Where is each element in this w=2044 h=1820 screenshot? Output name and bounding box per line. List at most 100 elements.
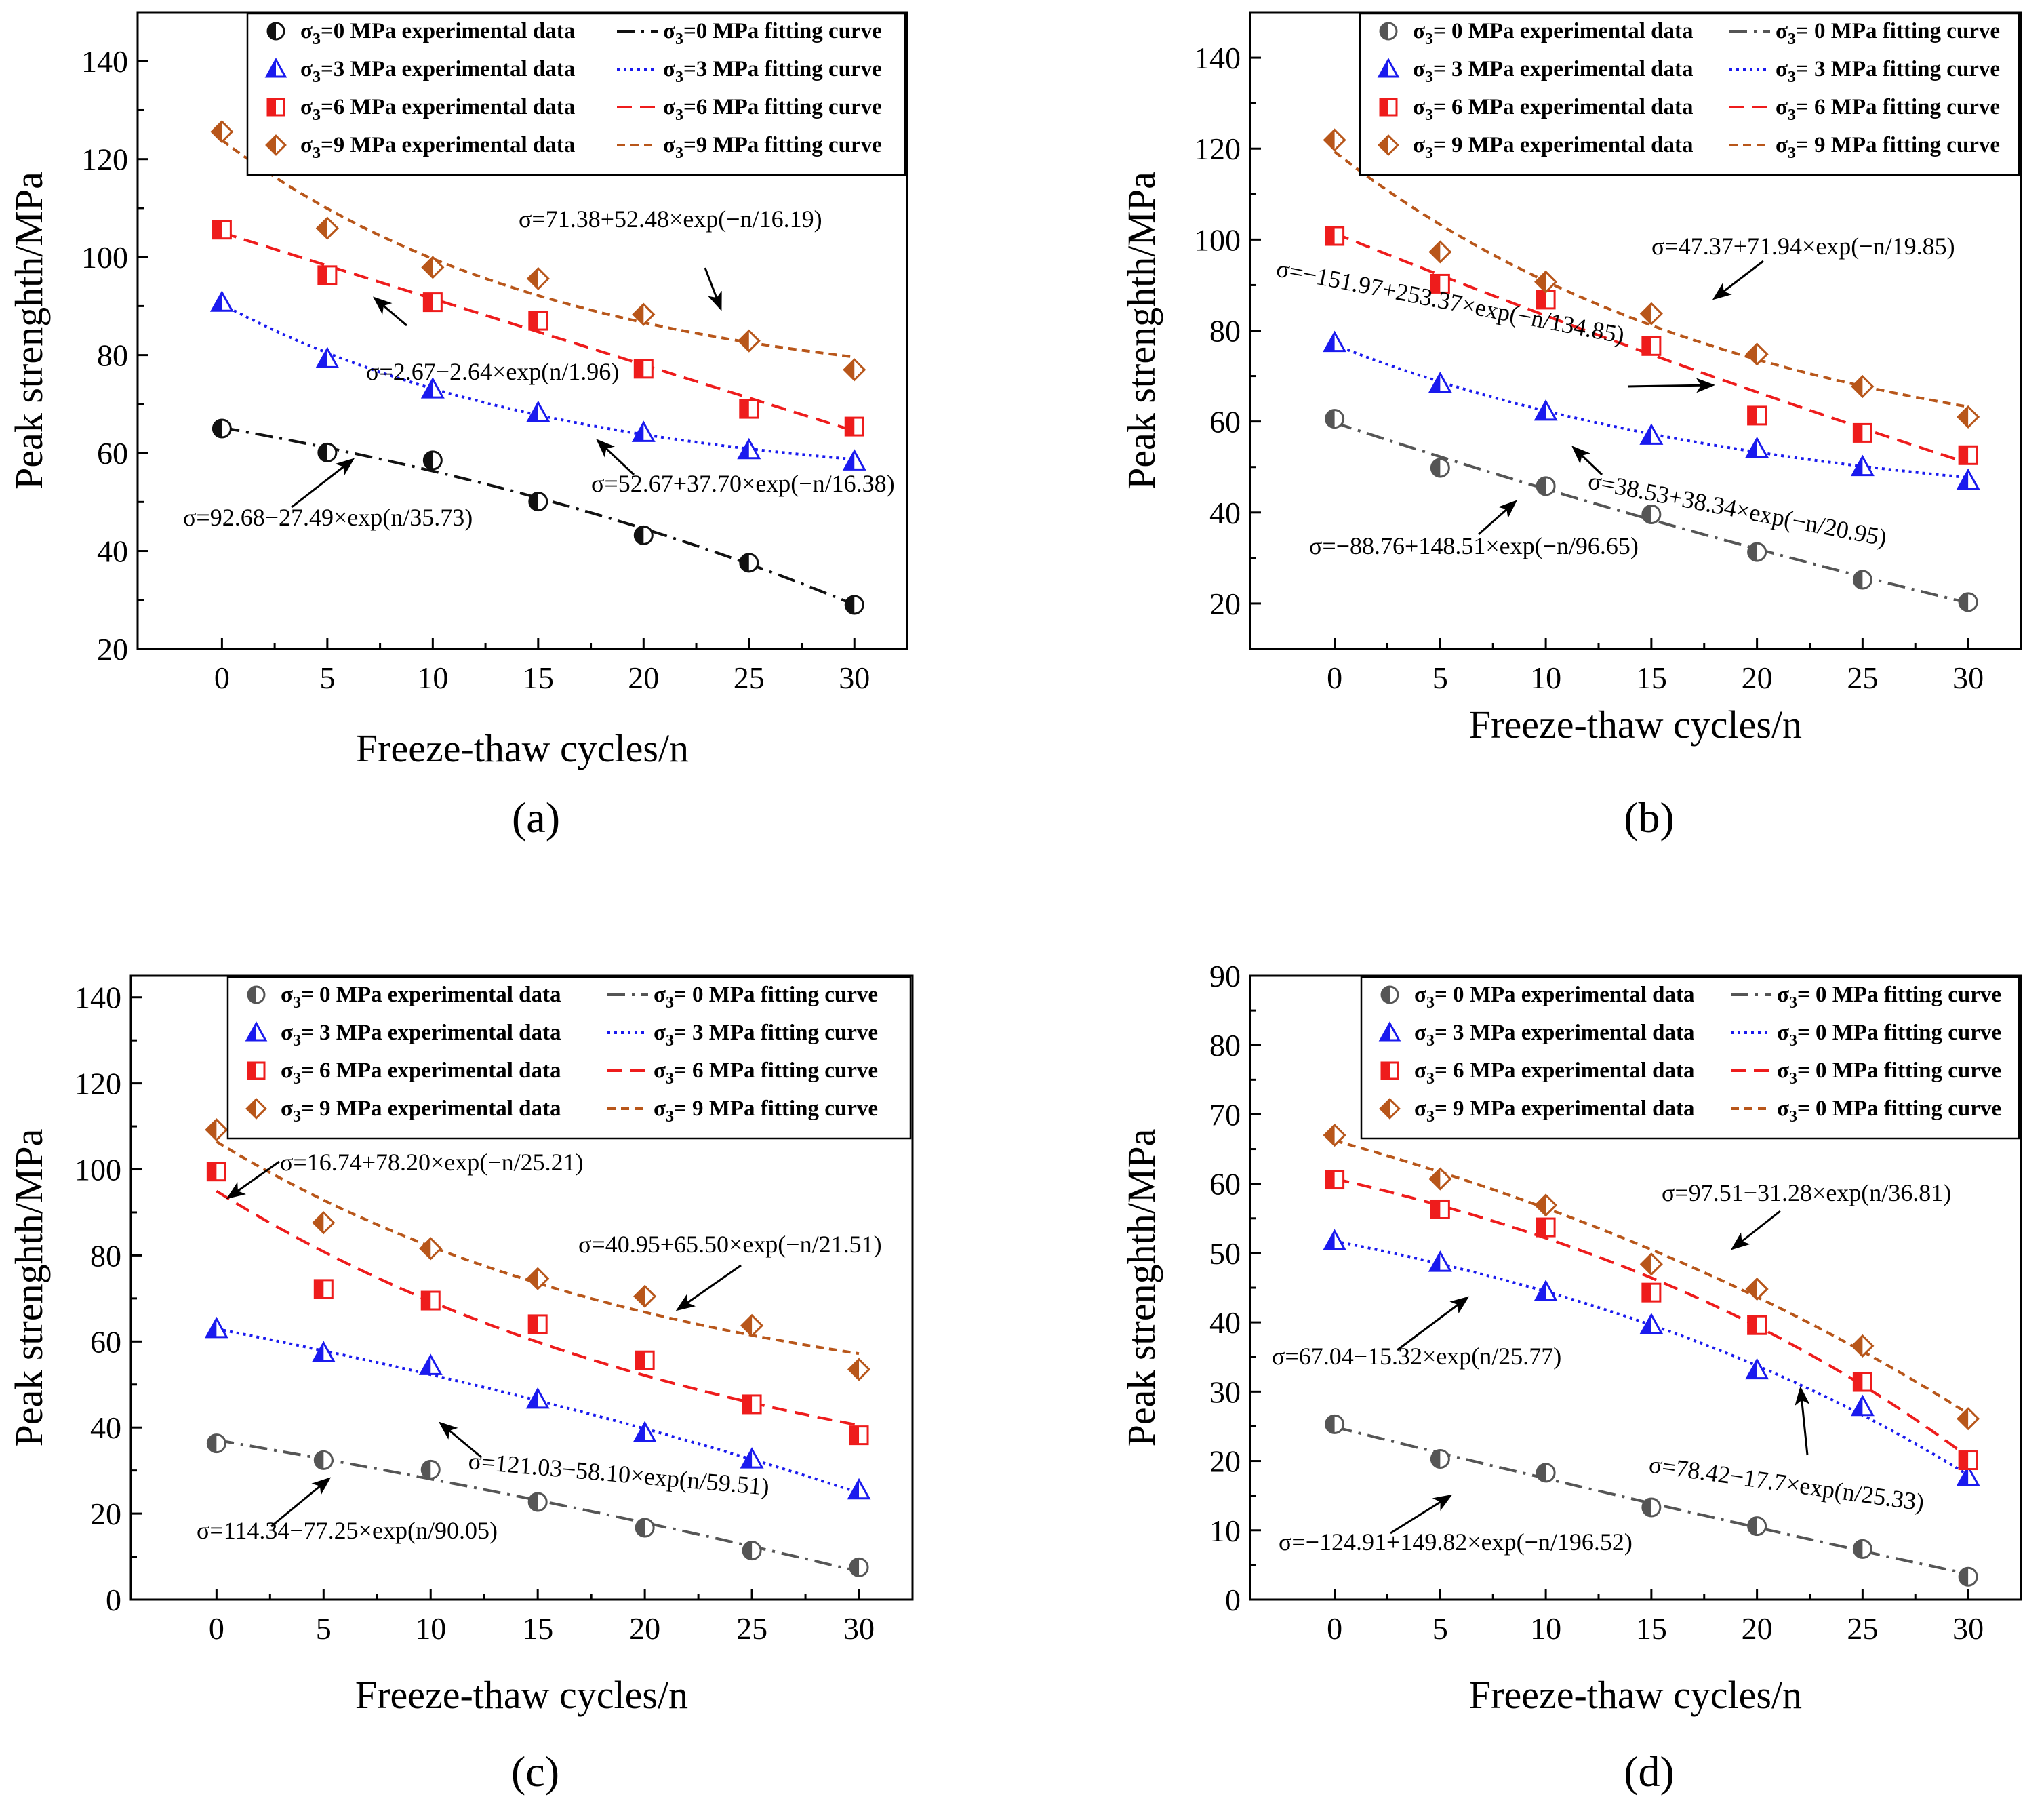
x-tick-label: 10 [1530,660,1561,695]
y-tick-label: 0 [106,1583,121,1617]
fit-equation-label: σ=16.74+78.20×exp(−n/25.21) [280,1149,584,1176]
y-tick-label: 60 [97,436,128,471]
panel-label: (a) [512,793,560,842]
legend-label: σ3= 0 MPa fitting curve [654,983,878,1012]
data-point-sigma9 [1639,1252,1663,1276]
data-point-sigma3 [1956,468,1980,490]
legend-label: σ3= 0 MPa fitting curve [1777,1021,2001,1050]
legend-marker-sigma3 [264,58,287,78]
data-point-sigma6 [422,292,443,313]
chart-panel-a: 0 5 10 15 20 25 30 20 40 60 80 100 120 140 Freeze-thaw… [7,11,908,842]
data-point-sigma9 [1323,1124,1346,1147]
y-tick-label: 80 [1209,1028,1241,1063]
data-point-sigma3 [842,449,866,471]
data-point-sigma3 [420,377,445,399]
annotation-arrow [270,1477,332,1528]
legend-label: σ3= 6 MPa experimental data [1414,1059,1695,1088]
annotation-arrow [1730,1210,1781,1250]
data-point-sigma9 [843,358,866,382]
x-tick-label: 0 [214,660,230,695]
plot-frame [129,974,914,1601]
data-point-sigma0 [1852,570,1872,590]
data-point-sigma9 [1957,405,1980,429]
data-point-sigma3 [1956,1465,1980,1486]
data-point-sigma0 [1536,1463,1556,1483]
annotation-arrow [1397,1296,1470,1351]
legend-marker-sigma6 [247,1061,266,1080]
y-tick-label: 140 [1194,41,1241,75]
x-axis-title: Freeze-thaw cycles/n [356,726,689,770]
y-tick-label: 100 [1194,222,1241,257]
data-point-sigma0 [1430,458,1450,478]
legend-marker-sigma0 [247,985,266,1004]
legend-label: σ3=3 MPa fitting curve [663,57,882,86]
data-point-sigma9 [205,1118,228,1142]
legend-label: σ3= 0 MPa experimental data [281,983,561,1012]
annotation-arrow [438,1421,482,1459]
legend-label: σ3= 0 MPa fitting curve [1777,983,2001,1012]
data-point-sigma6 [849,1425,869,1446]
x-tick-label: 15 [523,660,554,695]
data-point-sigma3 [1534,1280,1558,1301]
data-point-sigma0 [212,418,232,439]
annotation-arrow [596,439,635,476]
y-tick-label: 120 [81,142,128,177]
data-point-sigma0 [1641,504,1662,524]
x-tick-label: 30 [839,660,870,695]
data-point-sigma9 [1428,240,1452,264]
data-point-sigma9 [526,266,550,291]
fit-equation-label: σ=92.68−27.49×exp(n/35.73) [183,504,473,531]
data-point-sigma3 [1428,1250,1452,1272]
chart-panel-c: 0 5 10 15 20 25 30 0 20 40 60 80 100 120 140 Freeze-tha… [7,974,914,1796]
fit-curve-sigma9 [1334,151,1969,408]
fit-equation-label: σ=67.04−15.32×exp(n/25.77) [1272,1343,1561,1370]
y-tick-label: 120 [75,1067,121,1101]
data-point-sigma0 [635,1518,655,1538]
data-point-sigma9 [847,1358,871,1381]
x-tick-label: 5 [1432,1611,1448,1646]
data-point-sigma3 [1428,371,1452,393]
data-point-sigma3 [737,437,761,460]
annotation-arrow [1795,1386,1810,1456]
data-point-sigma0 [1958,1566,1978,1587]
data-point-sigma6 [206,1162,226,1182]
data-point-sigma6 [1325,1170,1345,1190]
y-tick-label: 100 [75,1153,121,1187]
legend-label: σ3= 0 MPa experimental data [1413,19,1694,48]
x-tick-label: 0 [1327,1611,1342,1646]
data-point-sigma3 [1323,1229,1347,1250]
panel-label: (b) [1624,793,1675,842]
legend-label: σ3= 9 MPa experimental data [1414,1096,1695,1126]
legend-marker-sigma3 [1377,58,1400,78]
data-point-sigma3 [1639,1313,1664,1334]
y-tick-label: 80 [1209,314,1241,349]
annotation-arrow [372,296,407,327]
data-point-sigma0 [1747,542,1767,562]
plot-frame [136,11,908,650]
data-point-sigma6 [1430,273,1450,294]
data-point-sigma3 [1850,454,1875,477]
x-tick-label: 15 [1636,1611,1667,1646]
chart-panel-d: 0 5 10 15 20 25 30 0 10 20 30 40 50 60 70 80 90 Freeze-th… [1119,959,2022,1796]
y-tick-label: 140 [81,44,128,79]
data-point-sigma3 [418,1353,443,1375]
data-point-sigma0 [1641,1497,1662,1518]
legend-marker-sigma3 [1378,1021,1401,1042]
fit-equation-label: σ=71.38+52.48×exp(−n/16.19) [519,205,822,233]
legend-label: σ3= 3 MPa fitting curve [654,1021,878,1050]
data-point-sigma0 [1325,409,1345,429]
legend-marker-sigma9 [1379,1098,1401,1120]
x-tick-label: 25 [734,660,765,695]
data-point-sigma0 [1852,1539,1872,1559]
data-point-sigma6 [1852,1372,1872,1392]
data-point-sigma0 [527,1492,548,1512]
y-tick-label: 40 [97,534,128,569]
data-point-sigma9 [740,1313,764,1337]
data-point-sigma6 [1641,1282,1662,1303]
data-point-sigma6 [844,416,864,437]
data-point-sigma3 [526,400,550,422]
x-tick-label: 10 [415,1611,446,1646]
data-point-sigma3 [315,347,340,368]
annotation-arrow [704,267,722,311]
